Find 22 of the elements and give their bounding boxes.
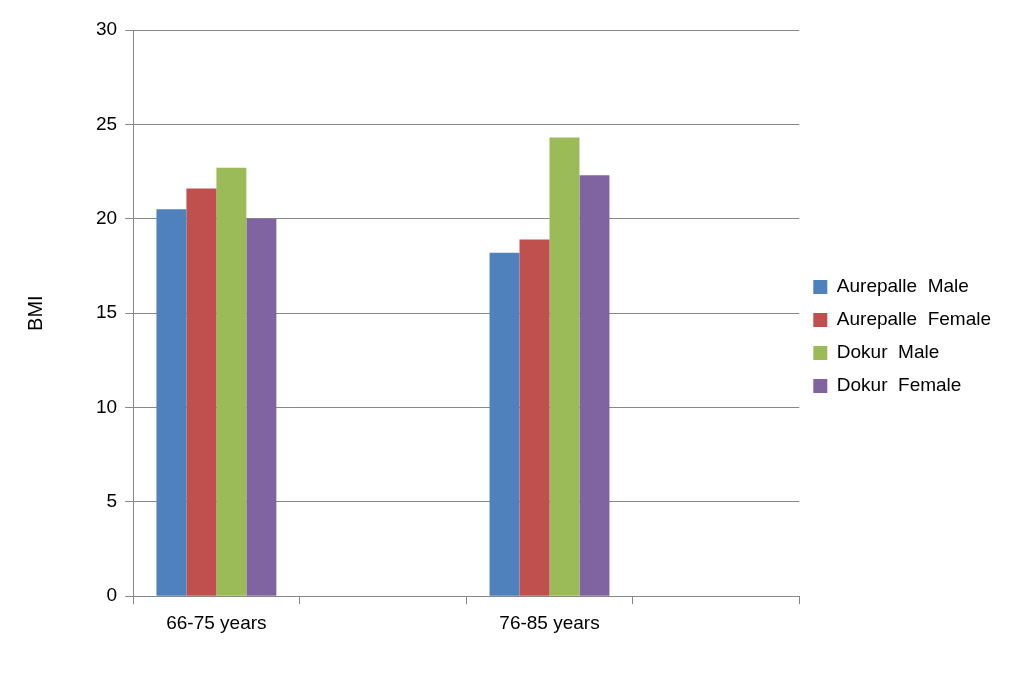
y-tick-label: 15 bbox=[95, 301, 118, 323]
y-tick-label: 5 bbox=[106, 490, 118, 512]
x-tick-label: 66-75 years bbox=[166, 611, 267, 633]
bar bbox=[549, 137, 580, 596]
y-axis-title: BMI bbox=[23, 295, 46, 331]
bar bbox=[489, 252, 520, 596]
bar bbox=[186, 188, 217, 596]
bar bbox=[246, 218, 277, 596]
y-tick-label: 20 bbox=[95, 206, 118, 228]
y-tick-label: 0 bbox=[106, 584, 118, 606]
bar bbox=[216, 167, 247, 596]
legend-label: Aurepalle Male bbox=[836, 275, 969, 297]
x-tick-label: 76-85 years bbox=[499, 611, 600, 633]
bar bbox=[156, 209, 187, 596]
legend-label: Aurepalle Female bbox=[836, 308, 992, 330]
y-tick-label: 10 bbox=[95, 395, 118, 417]
y-tick-label: 25 bbox=[95, 112, 118, 134]
legend-label: Dokur Female bbox=[836, 374, 962, 396]
bar bbox=[519, 239, 550, 596]
legend-label: Dokur Male bbox=[836, 341, 940, 363]
y-tick-label: 30 bbox=[95, 18, 118, 40]
bar bbox=[579, 175, 610, 596]
